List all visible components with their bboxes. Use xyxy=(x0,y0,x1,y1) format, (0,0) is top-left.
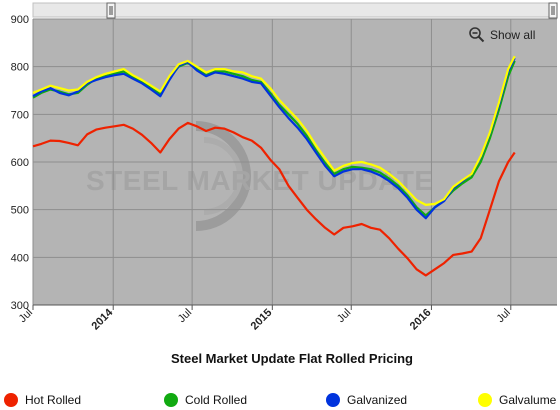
legend-swatch-cold-rolled xyxy=(164,393,178,407)
x-tick-label: 2014 xyxy=(90,306,116,332)
y-tick-label: 900 xyxy=(11,14,29,26)
legend-item-galvalume[interactable]: Galvalume xyxy=(478,390,556,410)
legend-label-cold-rolled: Cold Rolled xyxy=(185,393,248,407)
series-line-hot-rolled[interactable] xyxy=(32,121,516,277)
y-tick-label: 400 xyxy=(11,252,29,264)
y-tick-label: 500 xyxy=(11,205,29,217)
show-all-button[interactable]: Show all xyxy=(468,26,535,44)
series-lines xyxy=(32,55,516,277)
zoom-out-icon xyxy=(468,26,486,44)
y-tick-label: 300 xyxy=(11,300,29,312)
x-tick-label: 2016 xyxy=(408,307,434,333)
legend-swatch-galvalume xyxy=(478,393,492,407)
series-line-galvalume[interactable] xyxy=(32,55,516,206)
legend-label-hot-rolled: Hot Rolled xyxy=(25,393,82,407)
x-axis: Jul 2014 Jul 2015 Jul 2016 Jul xyxy=(17,305,513,332)
chart-title: Steel Market Update Flat Rolled Pricing xyxy=(171,351,413,366)
watermark-logo: STEEL MARKET UPDATE xyxy=(86,121,433,231)
grid xyxy=(32,18,557,306)
legend-label-galvalume: Galvalume xyxy=(499,393,557,407)
x-tick-label: Jul xyxy=(335,307,353,325)
y-tick-label: 600 xyxy=(11,157,29,169)
series-line-galvanized[interactable] xyxy=(32,57,516,220)
y-axis: 300 400 500 600 700 800 900 xyxy=(11,14,29,312)
legend-item-galvanized[interactable]: Galvanized xyxy=(326,390,407,410)
x-tick-label: 2015 xyxy=(249,307,275,333)
y-tick-label: 700 xyxy=(11,109,29,121)
x-tick-label: Jul xyxy=(176,307,194,325)
show-all-label: Show all xyxy=(490,28,536,42)
navigator-handle-right[interactable] xyxy=(548,2,558,19)
legend-item-cold-rolled[interactable]: Cold Rolled xyxy=(164,390,247,410)
legend-item-hot-rolled[interactable]: Hot Rolled xyxy=(4,390,81,410)
navigator-handle-left[interactable] xyxy=(106,2,116,19)
y-tick-label: 800 xyxy=(11,62,29,74)
x-tick-label: Jul xyxy=(494,307,512,325)
legend-swatch-galvanized xyxy=(326,393,340,407)
legend-swatch-hot-rolled xyxy=(4,393,18,407)
legend-label-galvanized: Galvanized xyxy=(347,393,408,407)
legend: Hot Rolled Cold Rolled Galvanized Galval… xyxy=(0,390,560,410)
